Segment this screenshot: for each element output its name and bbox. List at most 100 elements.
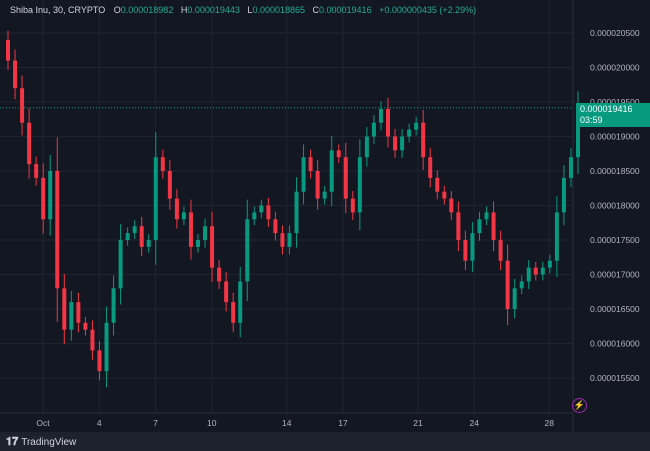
x-tick-label: 28: [545, 418, 555, 428]
y-tick-label: 0.000020000: [590, 63, 640, 73]
close-label: C: [312, 5, 320, 15]
candle-body: [210, 226, 215, 268]
y-tick-label: 0.000019000: [590, 132, 640, 142]
tradingview-logo[interactable]: 𝟏𝟕 TradingView: [6, 436, 76, 449]
candle-body: [547, 260, 552, 268]
y-tick-label: 0.000015500: [590, 373, 640, 383]
candle-body: [13, 60, 18, 89]
candle-body: [336, 150, 341, 158]
open-value: 0.000018982: [120, 5, 174, 15]
x-tick-label: 14: [282, 418, 292, 428]
y-tick-label: 0.000020500: [590, 28, 640, 38]
candle-body: [294, 191, 299, 234]
candle-body: [27, 122, 32, 165]
candle-body: [252, 212, 257, 220]
candle-body: [146, 240, 151, 247]
low-label: L: [247, 5, 253, 15]
candle-body: [315, 171, 320, 199]
candle-body: [371, 122, 376, 137]
candle-body: [217, 267, 222, 282]
y-tick-label: 0.000017000: [590, 270, 640, 280]
x-tick-label: 10: [207, 418, 217, 428]
last-price: 0.000019416: [580, 104, 633, 114]
last-price-label: 0.000019416 03:59: [576, 103, 650, 127]
candle-body: [414, 122, 419, 130]
candle-body: [554, 212, 559, 261]
candle-body: [568, 157, 573, 178]
candle-body: [533, 267, 538, 275]
candle-body: [498, 240, 503, 261]
candle-body: [428, 157, 433, 178]
candle-body: [357, 157, 362, 213]
candle-body: [231, 302, 236, 323]
high-label: H: [180, 5, 188, 15]
candle-body: [20, 88, 25, 123]
candle-body: [69, 302, 74, 330]
candlestick-chart[interactable]: 0.0000205000.0000200000.0000195000.00001…: [0, 0, 650, 432]
candle-body: [512, 288, 517, 309]
candle-body: [266, 205, 271, 220]
candle-body: [90, 329, 95, 351]
candle-body: [491, 212, 496, 240]
candle-body: [125, 233, 130, 240]
y-tick-label: 0.000017500: [590, 235, 640, 245]
symbol-title[interactable]: Shiba Inu, 30, CRYPTO: [10, 5, 106, 15]
y-tick-label: 0.000016000: [590, 339, 640, 349]
x-tick-label: 4: [97, 418, 102, 428]
candle-body: [104, 322, 109, 372]
candle-body: [55, 171, 60, 289]
candle-body: [83, 322, 88, 330]
candle-body: [456, 212, 461, 240]
candle-body: [6, 39, 10, 61]
close-value: 0.000019416: [319, 5, 372, 15]
candle-body: [449, 198, 454, 213]
candle-body: [435, 177, 440, 192]
candle-body: [322, 191, 327, 199]
candle-body: [484, 212, 489, 220]
lightning-icon[interactable]: ⚡: [572, 398, 587, 413]
high-value: 0.000019443: [187, 5, 240, 15]
candle-body: [576, 107, 580, 158]
low-value: 0.000018865: [252, 5, 305, 15]
candle-body: [301, 157, 306, 192]
candle-body: [386, 108, 390, 137]
open-label: O: [113, 5, 121, 15]
x-tick-label: 24: [470, 418, 480, 428]
candle-body: [350, 198, 355, 213]
candle-body: [393, 136, 398, 151]
candle-body: [378, 108, 383, 123]
brand-name: TradingView: [21, 437, 77, 448]
candle-body: [48, 171, 53, 220]
candle-body: [400, 136, 405, 151]
candle-body: [287, 233, 292, 247]
footer: [0, 432, 650, 451]
candle-body: [329, 150, 334, 192]
candle-body: [343, 157, 348, 199]
candle-body: [280, 233, 285, 247]
candle-body: [561, 177, 566, 213]
x-tick-label: 21: [413, 418, 423, 428]
tradingview-logo-icon: 𝟏𝟕: [6, 436, 19, 448]
candle-body: [442, 191, 447, 199]
y-tick-label: 0.000016500: [590, 304, 640, 314]
candle-body: [463, 240, 468, 261]
candle-body: [97, 350, 102, 372]
candle-body: [407, 129, 412, 137]
bar-countdown: 03:59: [580, 115, 603, 125]
candle-body: [421, 122, 426, 158]
candle-body: [62, 288, 67, 330]
candle-body: [76, 302, 81, 323]
candle-body: [118, 240, 123, 289]
candle-body: [160, 157, 165, 171]
x-tick-label: 17: [338, 418, 348, 428]
candle-body: [203, 226, 208, 240]
candle-body: [167, 171, 172, 199]
x-tick-label: 7: [153, 418, 158, 428]
ohlc-legend: Shiba Inu, 30, CRYPTO O0.000018982 H0.00…: [10, 5, 481, 15]
y-tick-label: 0.000018500: [590, 166, 640, 176]
candle-body: [259, 205, 264, 213]
candle-body: [174, 198, 179, 220]
candle-body: [34, 164, 39, 178]
candle-body: [308, 157, 313, 171]
candle-body: [196, 240, 200, 247]
